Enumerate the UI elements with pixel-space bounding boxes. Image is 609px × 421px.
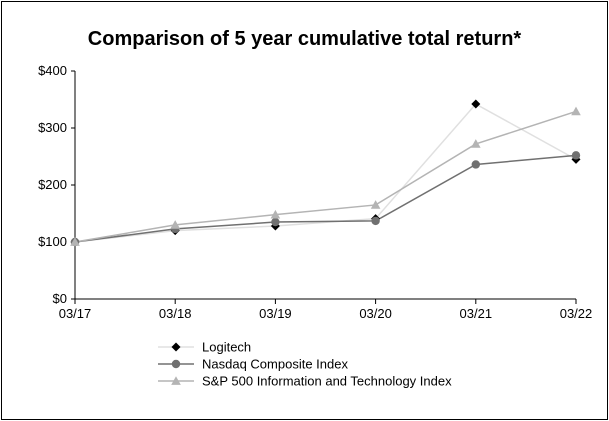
x-tick-label: 03/19 xyxy=(259,306,292,321)
y-tick-label: $300 xyxy=(38,120,67,135)
y-tick-label: $200 xyxy=(38,177,67,192)
data-point-2-2 xyxy=(270,209,281,219)
x-tick-label: 03/17 xyxy=(59,306,92,321)
x-tick-label: 03/22 xyxy=(560,306,593,321)
legend-swatch-marker-0 xyxy=(171,342,181,352)
data-point-2-3 xyxy=(370,200,381,209)
data-point-2-1 xyxy=(170,220,180,229)
data-point-1-5 xyxy=(571,151,581,160)
data-point-0-4 xyxy=(471,99,481,109)
series-line-2 xyxy=(74,110,577,243)
y-tick-label: $0 xyxy=(53,291,67,306)
series-line-0 xyxy=(74,103,577,243)
legend-swatch-marker-2 xyxy=(171,376,181,385)
series-lines xyxy=(74,103,577,243)
y-tick-label: $100 xyxy=(38,234,67,249)
data-point-2-4 xyxy=(471,139,481,148)
data-point-1-3 xyxy=(371,216,380,226)
y-tick-label: $400 xyxy=(38,63,67,78)
chart-title: Comparison of 5 year cumulative total re… xyxy=(87,28,522,50)
data-point-1-2 xyxy=(271,217,280,227)
legend-label-2: S&P 500 Information and Technology Index xyxy=(202,374,452,389)
data-point-2-5 xyxy=(571,106,581,116)
series-line-1 xyxy=(74,154,577,243)
legend-label-1: Nasdaq Composite Index xyxy=(202,357,348,372)
legend-swatch-marker-1 xyxy=(171,359,181,369)
data-point-2-0 xyxy=(70,237,80,246)
data-point-1-4 xyxy=(471,160,480,169)
x-axis-ticks: 03/17 03/18 03/19 03/20 03/21 03/22 xyxy=(59,299,593,321)
axes xyxy=(74,71,576,300)
legend: Logitech Nasdaq Composite Index S&P 500 In… xyxy=(158,340,452,389)
legend-label-0: Logitech xyxy=(202,340,251,355)
series-markers xyxy=(70,99,581,247)
x-tick-label: 03/21 xyxy=(460,306,493,321)
x-tick-label: 03/18 xyxy=(159,306,192,321)
x-tick-label: 03/20 xyxy=(359,306,392,321)
y-axis-ticks: $0 $100 $200 $300 $400 xyxy=(38,63,75,306)
